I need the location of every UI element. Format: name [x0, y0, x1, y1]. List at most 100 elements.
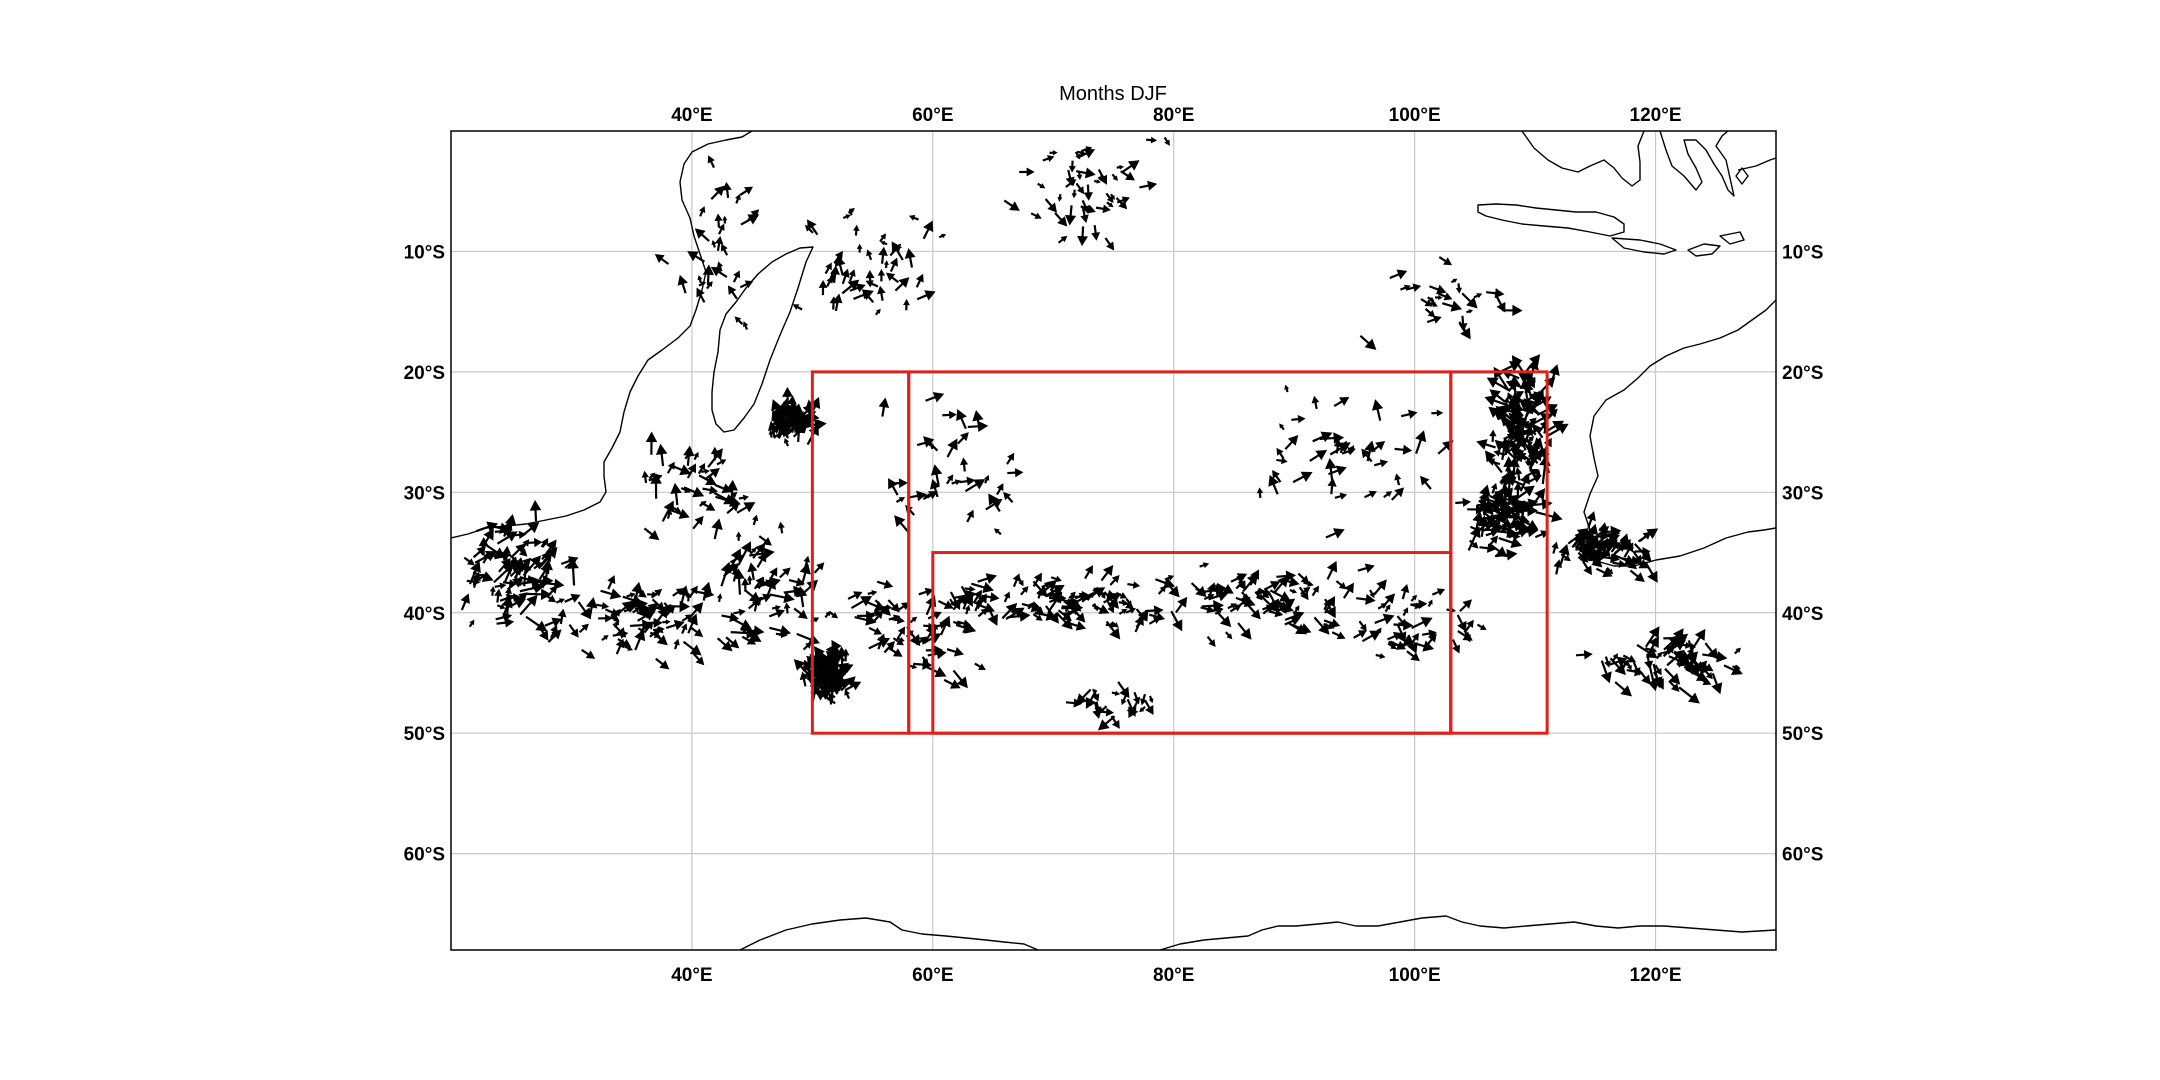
wind-vector [496, 604, 506, 610]
wind-vector [1057, 609, 1072, 621]
wind-vector [614, 619, 620, 628]
sulawesi-coastline [1659, 131, 1735, 197]
wind-vector [1510, 520, 1527, 530]
wind-vector [1276, 570, 1297, 582]
wind-vector [650, 588, 663, 599]
wind-vector [671, 505, 682, 513]
wind-vector [735, 531, 742, 541]
wind-vector [578, 623, 589, 634]
wind-vector [460, 593, 470, 611]
wind-vector [866, 249, 873, 261]
wind-vector [1364, 440, 1376, 462]
wind-vector [1655, 651, 1663, 660]
wind-vector [937, 599, 954, 609]
wind-vector [1111, 621, 1119, 628]
wind-vector [1467, 504, 1486, 515]
wind-vector [1527, 474, 1542, 484]
region-boxes [810, 370, 1549, 735]
wind-vector [652, 631, 668, 646]
wind-vector [1400, 583, 1410, 600]
wind-vector [1645, 626, 1660, 648]
wind-vector [1335, 580, 1347, 590]
wind-vector [747, 562, 758, 581]
wind-vector [555, 598, 565, 604]
wind-vector [1325, 458, 1337, 482]
wind-vector [1057, 194, 1063, 202]
wind-vector [698, 474, 717, 486]
wind-vector [1371, 399, 1384, 421]
wind-vector [813, 562, 825, 574]
wind-vector [496, 531, 518, 545]
wind-vector [734, 316, 744, 325]
wind-vector [1415, 430, 1427, 455]
africa-coastline [451, 131, 753, 539]
wind-vector [1044, 585, 1065, 598]
wind-vector [1486, 288, 1505, 299]
lon-tick-label-top: 60°E [912, 105, 953, 126]
wind-vector [1678, 686, 1700, 704]
wind-vector [867, 590, 878, 596]
wind-vector [1519, 473, 1530, 492]
wind-vector [1111, 690, 1121, 696]
wind-vector [520, 576, 542, 588]
madagascar-coastline [711, 246, 814, 433]
wind-vector [1438, 256, 1453, 266]
wind-vector [706, 280, 713, 290]
wind-vector [966, 509, 974, 523]
wind-vector [949, 591, 961, 610]
wind-vector [880, 240, 888, 246]
wind-vector [1533, 391, 1543, 400]
wind-vector [1324, 598, 1336, 619]
wind-vector [854, 614, 877, 626]
wind-vector [771, 604, 781, 611]
wind-vector [557, 608, 567, 625]
wind-vector [1685, 647, 1694, 659]
wind-vector [1237, 622, 1252, 640]
wind-vector [1268, 608, 1284, 618]
wind-vector [799, 671, 809, 687]
wind-vector [1276, 603, 1294, 614]
wind-vector [547, 629, 562, 643]
wind-vector [996, 483, 1004, 496]
wind-vector [1292, 471, 1313, 484]
wind-vector [1115, 197, 1128, 210]
wind-vector [878, 397, 890, 417]
wind-vector [710, 266, 728, 278]
wind-vector [688, 602, 704, 619]
wind-vector [1377, 603, 1388, 610]
australia-coastline [1583, 299, 1776, 567]
wind-vector [1425, 633, 1437, 647]
wind-vector [738, 494, 749, 501]
wind-vector [1484, 450, 1503, 474]
antarctica-coastline [739, 915, 1776, 950]
wind-vector [783, 602, 791, 614]
wind-vector [1109, 574, 1120, 586]
wind-vector [826, 276, 833, 288]
wind-vector [612, 623, 627, 638]
wind-vector [1075, 182, 1085, 195]
wind-vector [1369, 589, 1375, 599]
wind-vector [885, 272, 900, 284]
wind-vector [1455, 283, 1463, 294]
wind-vector [1494, 549, 1518, 561]
wind-vector [1297, 572, 1310, 584]
wind-vector [1139, 180, 1158, 191]
wind-vector [707, 155, 716, 169]
wind-vector [793, 607, 808, 619]
wind-vector [1268, 474, 1279, 495]
wind-vector [727, 285, 738, 300]
wind-vector [1144, 699, 1154, 715]
wind-vector [848, 208, 853, 216]
wind-vector [894, 277, 910, 292]
wind-vector [953, 589, 977, 602]
wind-vector [1512, 525, 1539, 538]
wind-vector [752, 514, 759, 526]
wind-vector [868, 626, 883, 635]
wind-vector [730, 627, 758, 639]
wind-vector [474, 551, 497, 564]
wind-vector [903, 299, 910, 311]
wind-vector [711, 239, 717, 248]
wind-vector [1396, 615, 1407, 628]
wind-vector [853, 224, 860, 236]
wind-vector [1068, 591, 1076, 599]
